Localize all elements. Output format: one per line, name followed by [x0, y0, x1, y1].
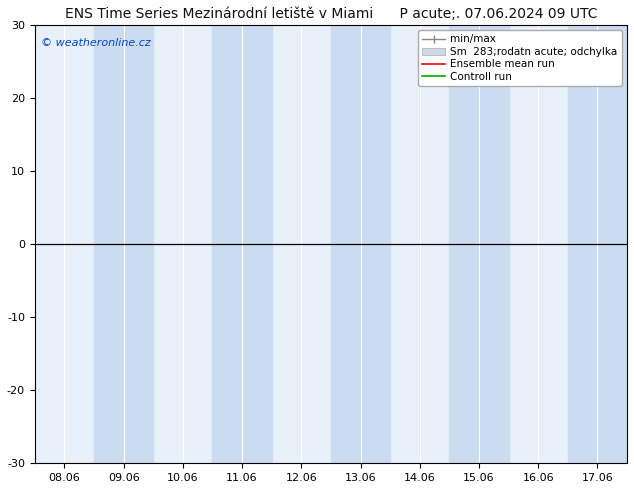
- Bar: [94, 25, 153, 464]
- Title: ENS Time Series Mezinárodní letiště v Miami      P acute;. 07.06.2024 09 UTC: ENS Time Series Mezinárodní letiště v Mi…: [65, 7, 597, 21]
- Bar: [331, 25, 390, 464]
- Text: © weatheronline.cz: © weatheronline.cz: [41, 38, 150, 48]
- Bar: [568, 25, 627, 464]
- Legend: min/max, Sm  283;rodatn acute; odchylka, Ensemble mean run, Controll run: min/max, Sm 283;rodatn acute; odchylka, …: [418, 30, 622, 86]
- Bar: [450, 25, 508, 464]
- Bar: [212, 25, 272, 464]
